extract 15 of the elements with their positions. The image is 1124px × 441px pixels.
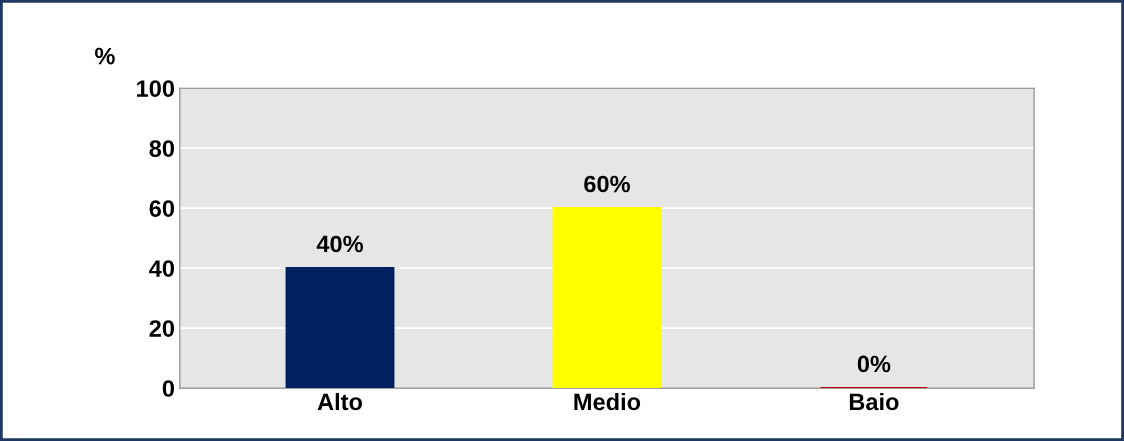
data-label: 60% [584, 175, 630, 193]
y-tick-label: 40 [149, 260, 175, 277]
x-tick-label: Alto [317, 392, 363, 411]
data-label: 40% [316, 235, 364, 253]
y-axis-title: % [95, 47, 115, 65]
y-tick-label: 60 [149, 200, 175, 217]
bar [285, 267, 395, 389]
y-tick-label: 100 [137, 80, 175, 97]
bar [552, 207, 662, 389]
data-label: 0% [857, 355, 891, 373]
y-tick-label: 0 [162, 380, 175, 397]
y-tick-label: 20 [149, 320, 175, 337]
x-tick-label: Medio [574, 392, 641, 411]
y-tick-label: 80 [149, 140, 175, 157]
x-tick-label: Baio [849, 392, 899, 411]
